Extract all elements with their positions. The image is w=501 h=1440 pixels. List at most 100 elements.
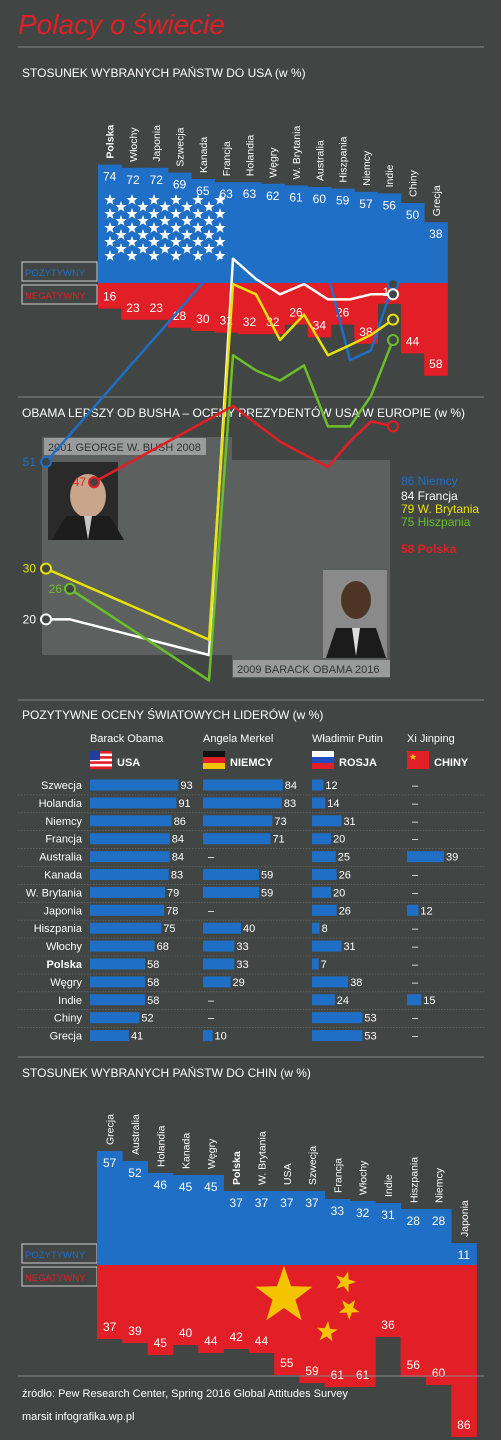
flag-stripe (90, 751, 112, 754)
chart-title: STOSUNEK WYBRANYCH PAŃSTW DO CHIN (w %) (22, 1065, 311, 1080)
category-label: Grecja (431, 185, 443, 216)
leader-bar (90, 851, 170, 863)
bar-positive (424, 222, 448, 283)
category-label: Hiszpania (338, 136, 350, 182)
row-label: Hiszpania (34, 923, 83, 935)
value-label-positive: 65 (196, 184, 210, 198)
value-label-positive: 63 (219, 187, 233, 201)
row-label: Niemcy (45, 816, 82, 828)
leader-value: 58 (147, 995, 159, 1007)
bar-positive (97, 1151, 123, 1265)
leader-value: 84 (172, 852, 184, 864)
bar-positive (122, 1161, 148, 1265)
category-label: Australia (130, 1114, 142, 1155)
leader-bar (203, 833, 271, 845)
missing-value: – (412, 870, 419, 882)
value-label-negative: 40 (179, 1326, 193, 1340)
star-icon (181, 201, 193, 212)
leader-name: Władimir Putin (312, 733, 383, 745)
leader-bar (312, 869, 337, 880)
legend-positive: POZYTYWNY (25, 1250, 86, 1261)
bar-negative (172, 1265, 199, 1345)
star-icon (137, 201, 149, 212)
star-icon (115, 215, 127, 226)
leader-bar (90, 869, 169, 880)
bar-positive (375, 1203, 401, 1265)
star-icon (170, 208, 182, 219)
bar-negative (98, 283, 122, 309)
leader-bar (203, 922, 241, 934)
bar-negative (375, 1265, 401, 1337)
legend-negative: NEGATYWNY (25, 1273, 86, 1284)
leader-bar (90, 1012, 140, 1024)
star-icon (115, 229, 127, 240)
series-line-wbrytania (45, 282, 394, 641)
flag-canton (90, 751, 100, 760)
leader-value: 78 (166, 905, 178, 917)
leader-value: 68 (157, 941, 169, 953)
category-label: Włochy (358, 1160, 370, 1195)
leader-value: 31 (343, 941, 355, 953)
leader-value: 58 (147, 977, 159, 989)
bar-positive (299, 1191, 326, 1265)
leader-bar (203, 940, 235, 952)
category-label: Włochy (128, 127, 140, 162)
missing-value: – (412, 959, 419, 971)
value-label-negative: 56 (407, 1358, 421, 1372)
leader-value: 41 (131, 1031, 143, 1043)
category-label: Kanada (181, 1133, 193, 1169)
missing-value: – (208, 852, 215, 864)
bar-negative (97, 1265, 123, 1339)
value-label-positive: 37 (255, 1196, 269, 1210)
bar-negative (144, 283, 169, 320)
leader-bar (312, 940, 342, 952)
star-icon (192, 222, 204, 233)
obama-portrait (323, 570, 387, 658)
flag-band (203, 751, 225, 757)
category-label: Hiszpania (408, 1157, 420, 1203)
category-label: W. Brytania (256, 1131, 268, 1185)
bar-positive (147, 1173, 174, 1265)
bar-negative (424, 283, 448, 376)
leader-bar (90, 976, 146, 988)
start-marker (40, 613, 52, 626)
start-marker (64, 582, 76, 595)
star-icon (159, 229, 171, 240)
value-label-negative: 23 (150, 301, 164, 315)
bar-positive (451, 1243, 477, 1265)
value-label-positive: 32 (356, 1206, 370, 1220)
leader-row: Indie 58 – 24 15 (18, 994, 484, 1011)
leader-value: 29 (233, 977, 245, 989)
leader-value: 14 (327, 798, 339, 810)
leader-row: Hiszpania 75 40 8 – (18, 922, 484, 939)
leader-value: 75 (163, 923, 175, 935)
flag-band (203, 763, 225, 769)
leader-country: ROSJA (339, 757, 377, 769)
leader-country: NIEMCY (230, 757, 273, 769)
leader-bar (90, 940, 155, 952)
bar-negative (425, 1265, 452, 1385)
value-label-positive: 38 (429, 227, 443, 241)
star-icon (338, 1299, 360, 1320)
leader-bar (407, 851, 445, 863)
leader-value: 38 (350, 977, 362, 989)
chart-title: STOSUNEK WYBRANYCH PAŃSTW DO USA (w %) (22, 65, 306, 80)
bar-negative (350, 1265, 376, 1387)
leader-bar (312, 886, 331, 898)
leader-header: Angela Merkel NIEMCY (203, 733, 273, 769)
star-icon (170, 194, 182, 205)
row-label: Kanada (44, 870, 83, 882)
leader-bar (90, 815, 172, 827)
value-label-positive: 72 (126, 173, 140, 187)
value-label-negative: 42 (229, 1330, 243, 1344)
bar-positive (307, 187, 332, 283)
row-label: Indie (58, 995, 82, 1007)
leader-bar (312, 904, 337, 916)
start-value-label: 20 (23, 612, 37, 626)
leader-header: Xi Jinping CHINY (407, 733, 469, 769)
flag-stripe (90, 766, 112, 770)
leader-value: 84 (172, 834, 184, 846)
category-label: Niemcy (434, 1167, 446, 1203)
flag-stripe (90, 763, 112, 767)
leader-value: 84 (285, 780, 297, 792)
